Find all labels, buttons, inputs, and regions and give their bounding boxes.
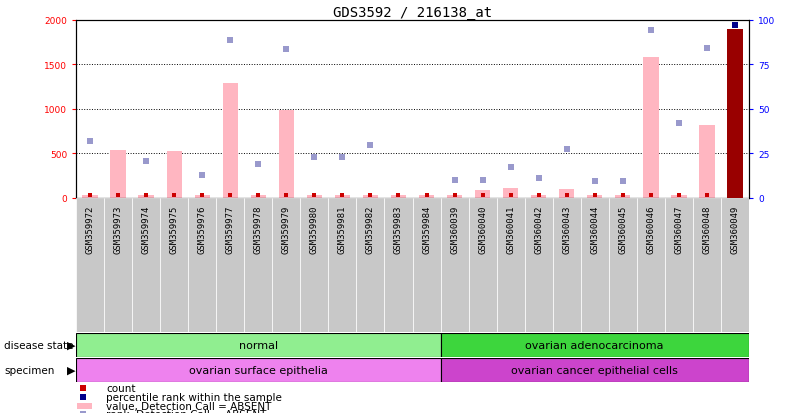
Bar [78,403,92,409]
Text: normal: normal [239,340,278,350]
Bar [553,198,581,332]
Bar [195,196,210,198]
Text: ovarian cancer epithelial cells: ovarian cancer epithelial cells [511,365,678,375]
Text: value, Detection Call = ABSENT: value, Detection Call = ABSENT [107,401,272,411]
Bar [76,198,104,332]
Text: GSM359975: GSM359975 [170,205,179,253]
Text: GSM359976: GSM359976 [198,205,207,253]
Bar [76,358,441,382]
Text: GSM360045: GSM360045 [618,205,627,253]
Title: GDS3592 / 216138_at: GDS3592 / 216138_at [333,6,492,20]
Text: GSM359980: GSM359980 [310,205,319,253]
Bar [609,198,637,332]
Bar [419,196,434,198]
Bar [391,196,406,198]
Bar [665,198,693,332]
Bar [721,198,749,332]
Text: ovarian surface epithelia: ovarian surface epithelia [189,365,328,375]
Text: GSM360039: GSM360039 [450,205,459,253]
Text: GSM360046: GSM360046 [646,205,655,253]
Bar [727,196,743,198]
Bar [167,152,182,198]
Bar [188,198,216,332]
Bar [441,198,469,332]
Text: GSM360047: GSM360047 [674,205,683,253]
Bar [693,198,721,332]
Text: percentile rank within the sample: percentile rank within the sample [107,392,282,402]
Bar [475,191,490,198]
Text: disease state: disease state [4,340,74,350]
Bar [441,358,749,382]
Bar [279,111,294,198]
Bar [441,333,749,357]
Text: GSM359979: GSM359979 [282,205,291,253]
Bar [497,198,525,332]
Text: ▶: ▶ [66,365,75,375]
Text: GSM360042: GSM360042 [534,205,543,253]
Text: GSM360041: GSM360041 [506,205,515,253]
Text: GSM359982: GSM359982 [366,205,375,253]
Bar [328,198,356,332]
Bar [615,196,630,198]
Bar [300,198,328,332]
Bar [307,196,322,198]
Text: GSM360044: GSM360044 [590,205,599,253]
Bar [559,189,574,198]
Text: specimen: specimen [4,365,54,375]
Bar [525,198,553,332]
Bar [251,196,266,198]
Bar [132,198,160,332]
Bar [139,196,154,198]
Bar [111,150,126,198]
Bar [272,198,300,332]
Bar [216,198,244,332]
Bar [160,198,188,332]
Bar [104,198,132,332]
Bar [587,196,602,198]
Text: count: count [107,383,136,394]
Bar [413,198,441,332]
Bar [447,196,462,198]
Bar [637,198,665,332]
Text: GSM359978: GSM359978 [254,205,263,253]
Text: GSM360048: GSM360048 [702,205,711,253]
Bar [335,196,350,198]
Text: GSM359973: GSM359973 [114,205,123,253]
Bar [223,84,238,198]
Text: GSM359974: GSM359974 [142,205,151,253]
Text: GSM360043: GSM360043 [562,205,571,253]
Text: GSM360049: GSM360049 [731,205,739,253]
Text: GSM359983: GSM359983 [394,205,403,253]
Bar [503,188,518,198]
Bar [531,196,546,198]
Bar [581,198,609,332]
Text: GSM359977: GSM359977 [226,205,235,253]
Text: ovarian adenocarcinoma: ovarian adenocarcinoma [525,340,664,350]
Text: GSM359972: GSM359972 [86,205,95,253]
Bar [643,58,658,198]
Bar [727,30,743,198]
Bar [356,198,384,332]
Text: GSM359984: GSM359984 [422,205,431,253]
Bar [363,196,378,198]
Bar [244,198,272,332]
Bar [83,196,98,198]
Bar [671,196,686,198]
Bar [469,198,497,332]
Text: rank, Detection Call = ABSENT: rank, Detection Call = ABSENT [107,409,267,413]
Text: GSM359981: GSM359981 [338,205,347,253]
Text: GSM360040: GSM360040 [478,205,487,253]
Bar [76,333,441,357]
Text: ▶: ▶ [66,340,75,350]
Bar [384,198,413,332]
Bar [699,126,714,198]
